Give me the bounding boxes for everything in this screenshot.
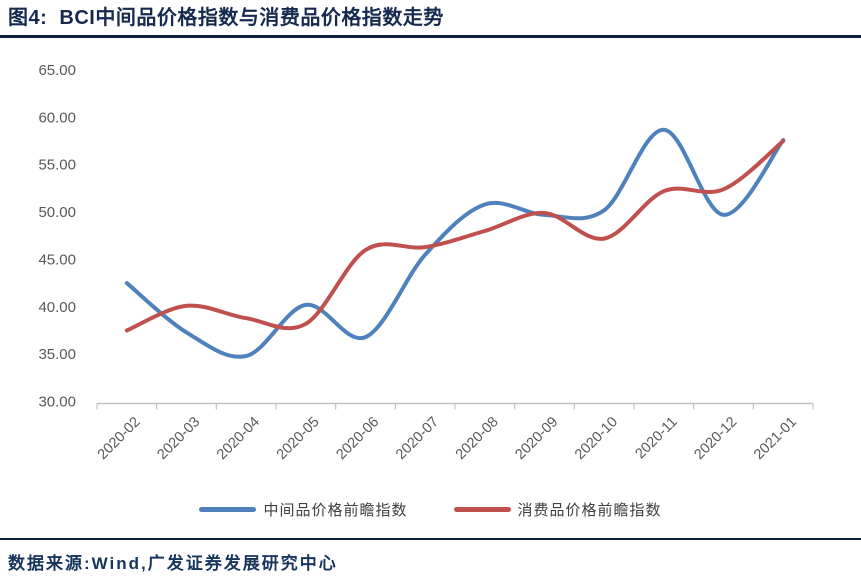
x-axis-tick-label: 2020-03 <box>154 414 203 463</box>
y-axis-tick-label: 50.00 <box>38 204 76 221</box>
legend-line-swatch <box>199 507 257 512</box>
x-axis-tick-label: 2020-09 <box>512 414 561 463</box>
y-axis-tick-label: 30.00 <box>38 394 76 411</box>
legend-item-0: 中间品价格前瞻指数 <box>199 499 407 520</box>
figure-header: 图4: BCI中间品价格指数与消费品价格指数走势 <box>0 0 861 38</box>
legend-label: 中间品价格前瞻指数 <box>263 502 408 519</box>
y-axis-tick-label: 35.00 <box>38 346 76 363</box>
legend-label: 消费品价格前瞻指数 <box>517 502 662 519</box>
x-axis-tick-label: 2020-12 <box>691 414 740 463</box>
y-axis-tick-label: 40.00 <box>38 299 76 316</box>
data-source-note: 数据来源:Wind,广发证券发展研究中心 <box>8 554 338 573</box>
x-axis-tick-label: 2020-02 <box>95 414 144 463</box>
x-axis-tick-label: 2020-07 <box>393 414 442 463</box>
legend-item-1: 消费品价格前瞻指数 <box>453 499 662 520</box>
series-line-1 <box>124 139 786 333</box>
series-line-0 <box>124 127 786 359</box>
x-axis-tick-label: 2020-06 <box>333 414 382 463</box>
chart-legend: 中间品价格前瞻指数 消费品价格前瞻指数 <box>0 499 861 520</box>
x-axis-tick-label: 2020-04 <box>214 414 263 463</box>
y-axis-tick-label: 65.00 <box>38 62 76 79</box>
figure-title: 图4: BCI中间品价格指数与消费品价格指数走势 <box>8 7 444 29</box>
chart-area: 30.00 35.00 40.00 45.00 50.00 55.00 60.00 65.00… <box>38 62 814 463</box>
x-axis-tick-label: 2020-05 <box>274 414 323 463</box>
price-index-line-chart: 30.00 35.00 40.00 45.00 50.00 55.00 60.00 65.00… <box>38 62 814 463</box>
x-axis-tick-label: 2020-10 <box>572 414 621 463</box>
legend-line-swatch <box>453 507 511 512</box>
y-axis-tick-label: 60.00 <box>38 109 76 126</box>
x-axis-tick-label: 2020-08 <box>453 414 502 463</box>
figure-footer: 数据来源:Wind,广发证券发展研究中心 <box>0 538 861 574</box>
x-axis-tick-label: 2020-11 <box>632 414 680 462</box>
y-axis-tick-label: 55.00 <box>38 157 76 174</box>
y-axis-tick-label: 45.00 <box>38 251 76 268</box>
x-axis-tick-label: 2021-01 <box>751 414 800 463</box>
